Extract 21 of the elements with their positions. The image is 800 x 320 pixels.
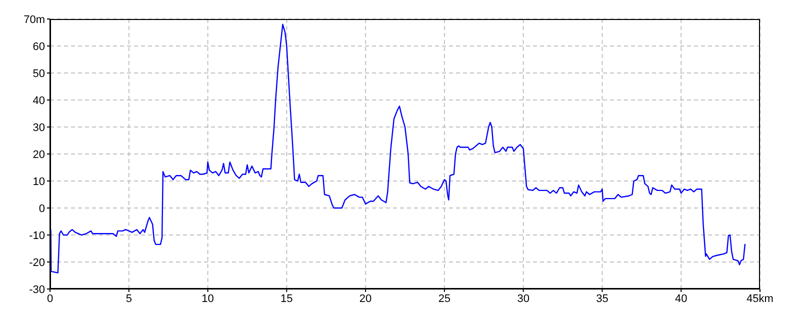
y-tick-label: 30 [32, 122, 45, 134]
x-tick-label: 35 [596, 292, 608, 305]
y-tick-label: 0 [38, 202, 45, 215]
y-tick-label: -30 [29, 284, 45, 296]
y-tick-label: 50 [32, 68, 45, 80]
y-tick-label: 40 [32, 94, 45, 107]
y-tick-label: -10 [29, 230, 45, 242]
x-tick-label: 25 [438, 292, 451, 305]
x-tick-label: 5 [126, 292, 132, 305]
x-tick-label: 15 [280, 292, 293, 305]
x-tick-label: 10 [202, 292, 214, 305]
x-tick-label: 40 [674, 292, 688, 305]
y-tick-label: 60 [32, 40, 45, 53]
x-tick-label: 30 [517, 292, 530, 305]
y-tick-label: 20 [32, 148, 45, 161]
x-tick-label: 20 [359, 292, 372, 305]
x-tick-label: 0 [46, 292, 54, 305]
y-tick-label: 70m [24, 14, 45, 26]
y-tick-label: -20 [29, 256, 45, 269]
y-tick-label: 10 [32, 176, 45, 188]
x-tick-label: 45km [746, 292, 774, 305]
